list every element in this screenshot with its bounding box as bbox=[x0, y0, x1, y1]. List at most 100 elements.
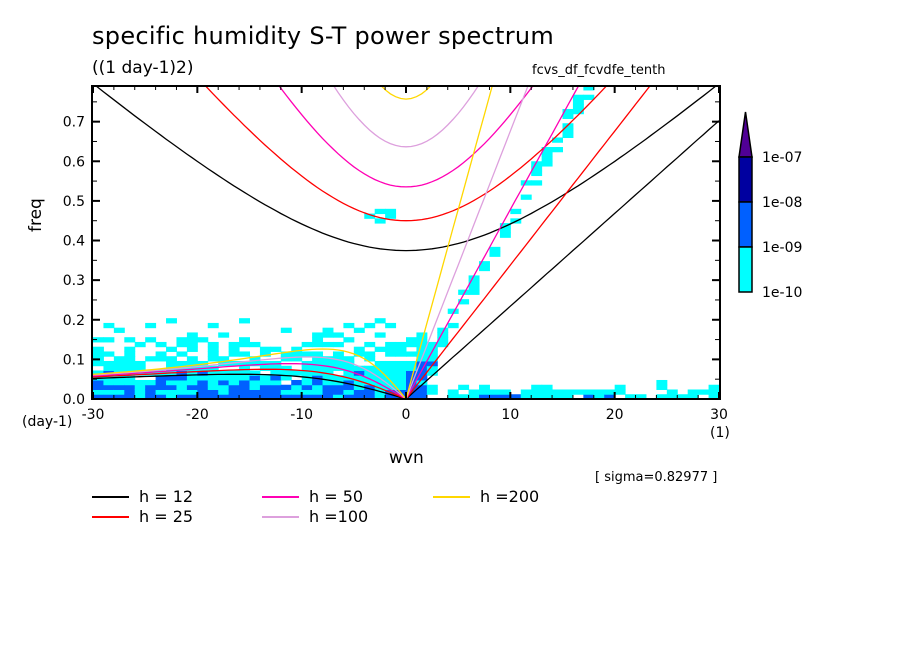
contour-cell bbox=[124, 337, 136, 343]
contour-cell bbox=[301, 351, 313, 357]
contour-cell bbox=[364, 384, 376, 390]
contour-cell bbox=[510, 394, 522, 399]
contour-cell bbox=[541, 384, 553, 390]
contour-cell bbox=[447, 308, 459, 314]
contour-cell bbox=[207, 346, 219, 352]
contour-cell bbox=[332, 341, 344, 348]
contour-cell bbox=[259, 389, 271, 395]
contour-cell bbox=[364, 365, 376, 371]
contour-cell bbox=[385, 370, 397, 376]
colorbar-segment bbox=[738, 156, 753, 203]
contour-cell bbox=[166, 394, 177, 399]
contour-cell bbox=[552, 389, 563, 395]
contour-cell bbox=[312, 351, 324, 357]
contour-cell bbox=[426, 370, 438, 376]
x-tick-label: 20 bbox=[606, 407, 624, 423]
contour-cell bbox=[166, 379, 177, 386]
y-tick-label: 0.2 bbox=[63, 313, 85, 329]
contour-cell bbox=[134, 365, 146, 371]
gravity-curve-h25 bbox=[205, 87, 607, 222]
contour-cell bbox=[479, 394, 490, 399]
contour-cell bbox=[186, 384, 198, 390]
contour-cell bbox=[364, 322, 376, 329]
contour-cell bbox=[322, 384, 334, 390]
contour-cell bbox=[270, 379, 282, 386]
contour-cell bbox=[218, 332, 230, 338]
contour-cell bbox=[353, 379, 365, 386]
rossby-curve-h100 bbox=[93, 356, 407, 399]
contour-cell bbox=[103, 389, 115, 395]
contour-cell bbox=[385, 208, 397, 215]
contour-cell bbox=[259, 346, 271, 352]
contour-cell bbox=[103, 360, 115, 367]
contour-cell bbox=[280, 375, 292, 381]
contour-cell bbox=[322, 379, 334, 386]
contour-cell bbox=[426, 356, 438, 362]
contour-cell bbox=[228, 389, 240, 395]
contour-cell bbox=[541, 394, 553, 399]
contour-cell bbox=[186, 394, 198, 399]
contour-cell bbox=[364, 389, 376, 395]
contour-cell bbox=[103, 384, 115, 390]
contour-cell bbox=[531, 384, 543, 390]
contour-cell bbox=[186, 356, 198, 362]
contour-cell bbox=[186, 370, 198, 376]
contour-cell bbox=[249, 389, 261, 395]
contour-cell bbox=[426, 360, 438, 367]
contour-cell bbox=[239, 318, 250, 324]
contour-cell bbox=[416, 346, 428, 352]
contour-cell bbox=[239, 370, 250, 376]
contour-cell bbox=[312, 394, 324, 399]
contour-cell bbox=[113, 356, 125, 362]
contour-cell bbox=[259, 365, 271, 371]
contour-cell bbox=[426, 389, 438, 395]
contour-cell bbox=[239, 351, 250, 357]
contour-cell bbox=[666, 394, 678, 399]
kelvin-curve-h12 bbox=[405, 120, 719, 399]
contour-cell bbox=[301, 384, 313, 390]
contour-cell bbox=[291, 370, 303, 376]
contour-cell bbox=[625, 394, 637, 399]
contour-cell bbox=[207, 384, 219, 390]
legend-item-h50: h = 50 bbox=[262, 487, 363, 506]
contour-cell bbox=[312, 332, 324, 338]
contour-cell bbox=[562, 127, 574, 134]
contour-cell bbox=[93, 394, 104, 399]
contour-cell bbox=[312, 341, 324, 348]
contour-cell bbox=[280, 365, 292, 371]
contour-cell bbox=[458, 289, 470, 295]
contour-cell bbox=[103, 365, 115, 371]
contour-cell bbox=[426, 341, 438, 348]
kelvin-curve-h100 bbox=[405, 87, 529, 399]
contour-cell bbox=[406, 365, 417, 371]
contour-cell bbox=[176, 341, 188, 348]
contour-cell bbox=[322, 356, 334, 362]
contour-cell bbox=[207, 375, 219, 381]
contour-fills bbox=[93, 87, 719, 399]
contour-cell bbox=[562, 108, 574, 115]
contour-cell bbox=[207, 356, 219, 362]
contour-cell bbox=[458, 384, 470, 390]
contour-cell bbox=[249, 394, 261, 399]
contour-cell bbox=[604, 394, 616, 399]
colorbar-extend-triangle bbox=[738, 111, 753, 158]
contour-cell bbox=[166, 365, 177, 371]
chart-units: ((1 day-1)2) bbox=[92, 58, 194, 78]
contour-cell bbox=[353, 327, 365, 333]
colorbar-label: 1e-07 bbox=[762, 150, 802, 166]
contour-cell bbox=[93, 351, 104, 357]
contour-cell bbox=[343, 384, 355, 390]
contour-cell bbox=[385, 384, 397, 390]
x-axis-label: wvn bbox=[389, 448, 424, 468]
contour-cell bbox=[249, 375, 261, 381]
contour-cell bbox=[541, 389, 553, 395]
contour-cell bbox=[166, 360, 177, 367]
colorbar: 1e-07 1e-08 1e-09 1e-10 bbox=[738, 111, 802, 301]
contour-cell bbox=[228, 375, 240, 381]
contour-cell bbox=[291, 389, 303, 395]
contour-cell bbox=[197, 379, 209, 386]
contour-cell bbox=[531, 170, 543, 177]
contour-cell bbox=[416, 384, 428, 390]
contour-cell bbox=[322, 375, 334, 381]
contour-cell bbox=[604, 389, 616, 395]
